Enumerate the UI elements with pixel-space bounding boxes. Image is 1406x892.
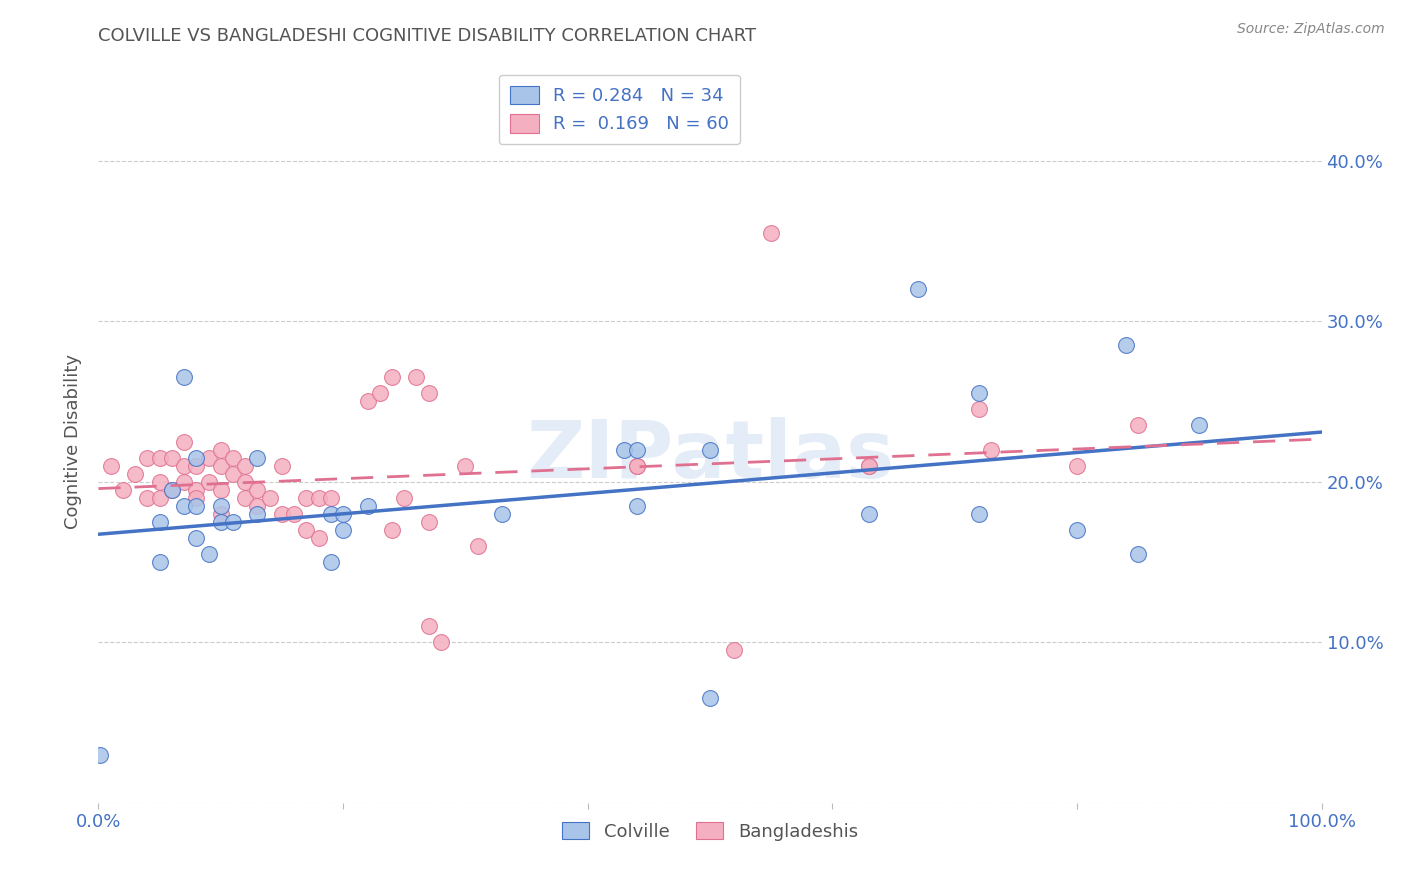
Point — [209, 499, 232, 513]
Point — [111, 483, 134, 497]
Point — [295, 491, 318, 505]
Point — [356, 499, 378, 513]
Point — [136, 491, 159, 505]
Point — [1066, 458, 1088, 473]
Point — [332, 507, 354, 521]
Point — [626, 442, 648, 457]
Point — [100, 458, 122, 473]
Point — [626, 458, 648, 473]
Point — [209, 458, 232, 473]
Point — [967, 402, 990, 417]
Point — [467, 539, 489, 553]
Point — [699, 691, 721, 706]
Point — [319, 555, 342, 569]
Point — [246, 450, 269, 465]
Point — [246, 507, 269, 521]
Point — [186, 499, 208, 513]
Point — [308, 491, 330, 505]
Point — [418, 515, 440, 529]
Text: Source: ZipAtlas.com: Source: ZipAtlas.com — [1237, 22, 1385, 37]
Point — [761, 226, 783, 240]
Point — [186, 458, 208, 473]
Point — [454, 458, 477, 473]
Point — [233, 475, 256, 489]
Point — [186, 450, 208, 465]
Point — [197, 547, 219, 561]
Point — [149, 491, 172, 505]
Point — [186, 531, 208, 545]
Point — [858, 507, 880, 521]
Point — [149, 450, 172, 465]
Point — [858, 458, 880, 473]
Point — [418, 386, 440, 401]
Point — [405, 370, 427, 384]
Point — [209, 515, 232, 529]
Point — [381, 523, 404, 537]
Point — [149, 555, 172, 569]
Point — [173, 434, 195, 449]
Point — [967, 386, 990, 401]
Text: COLVILLE VS BANGLADESHI COGNITIVE DISABILITY CORRELATION CHART: COLVILLE VS BANGLADESHI COGNITIVE DISABI… — [98, 27, 756, 45]
Point — [613, 442, 636, 457]
Point — [173, 458, 195, 473]
Point — [1115, 338, 1137, 352]
Point — [1128, 547, 1150, 561]
Point — [222, 450, 245, 465]
Point — [295, 523, 318, 537]
Point — [626, 499, 648, 513]
Point — [907, 282, 929, 296]
Point — [173, 475, 195, 489]
Y-axis label: Cognitive Disability: Cognitive Disability — [65, 354, 83, 529]
Legend: Colville, Bangladeshis: Colville, Bangladeshis — [555, 815, 865, 848]
Point — [319, 507, 342, 521]
Point — [233, 491, 256, 505]
Point — [967, 507, 990, 521]
Point — [209, 442, 232, 457]
Point — [149, 475, 172, 489]
Point — [858, 458, 880, 473]
Point — [222, 467, 245, 481]
Point — [186, 491, 208, 505]
Point — [259, 491, 281, 505]
Point — [356, 394, 378, 409]
Point — [699, 442, 721, 457]
Point — [209, 483, 232, 497]
Point — [197, 450, 219, 465]
Point — [124, 467, 146, 481]
Point — [160, 450, 183, 465]
Point — [1066, 523, 1088, 537]
Point — [723, 643, 745, 657]
Point — [160, 483, 183, 497]
Point — [1188, 418, 1211, 433]
Point — [173, 370, 195, 384]
Point — [136, 450, 159, 465]
Point — [368, 386, 391, 401]
Point — [392, 491, 416, 505]
Point — [626, 458, 648, 473]
Point — [173, 499, 195, 513]
Point — [149, 515, 172, 529]
Point — [980, 442, 1002, 457]
Point — [246, 483, 269, 497]
Point — [197, 475, 219, 489]
Point — [209, 507, 232, 521]
Point — [319, 491, 342, 505]
Point — [332, 523, 354, 537]
Text: ZIPatlas: ZIPatlas — [526, 417, 894, 495]
Point — [89, 747, 111, 762]
Point — [246, 499, 269, 513]
Point — [270, 507, 294, 521]
Point — [160, 483, 183, 497]
Point — [1128, 418, 1150, 433]
Point — [186, 483, 208, 497]
Point — [381, 370, 404, 384]
Point — [233, 458, 256, 473]
Point — [222, 515, 245, 529]
Point — [491, 507, 513, 521]
Point — [418, 619, 440, 633]
Point — [270, 458, 294, 473]
Point — [308, 531, 330, 545]
Point — [430, 635, 453, 649]
Point — [283, 507, 305, 521]
